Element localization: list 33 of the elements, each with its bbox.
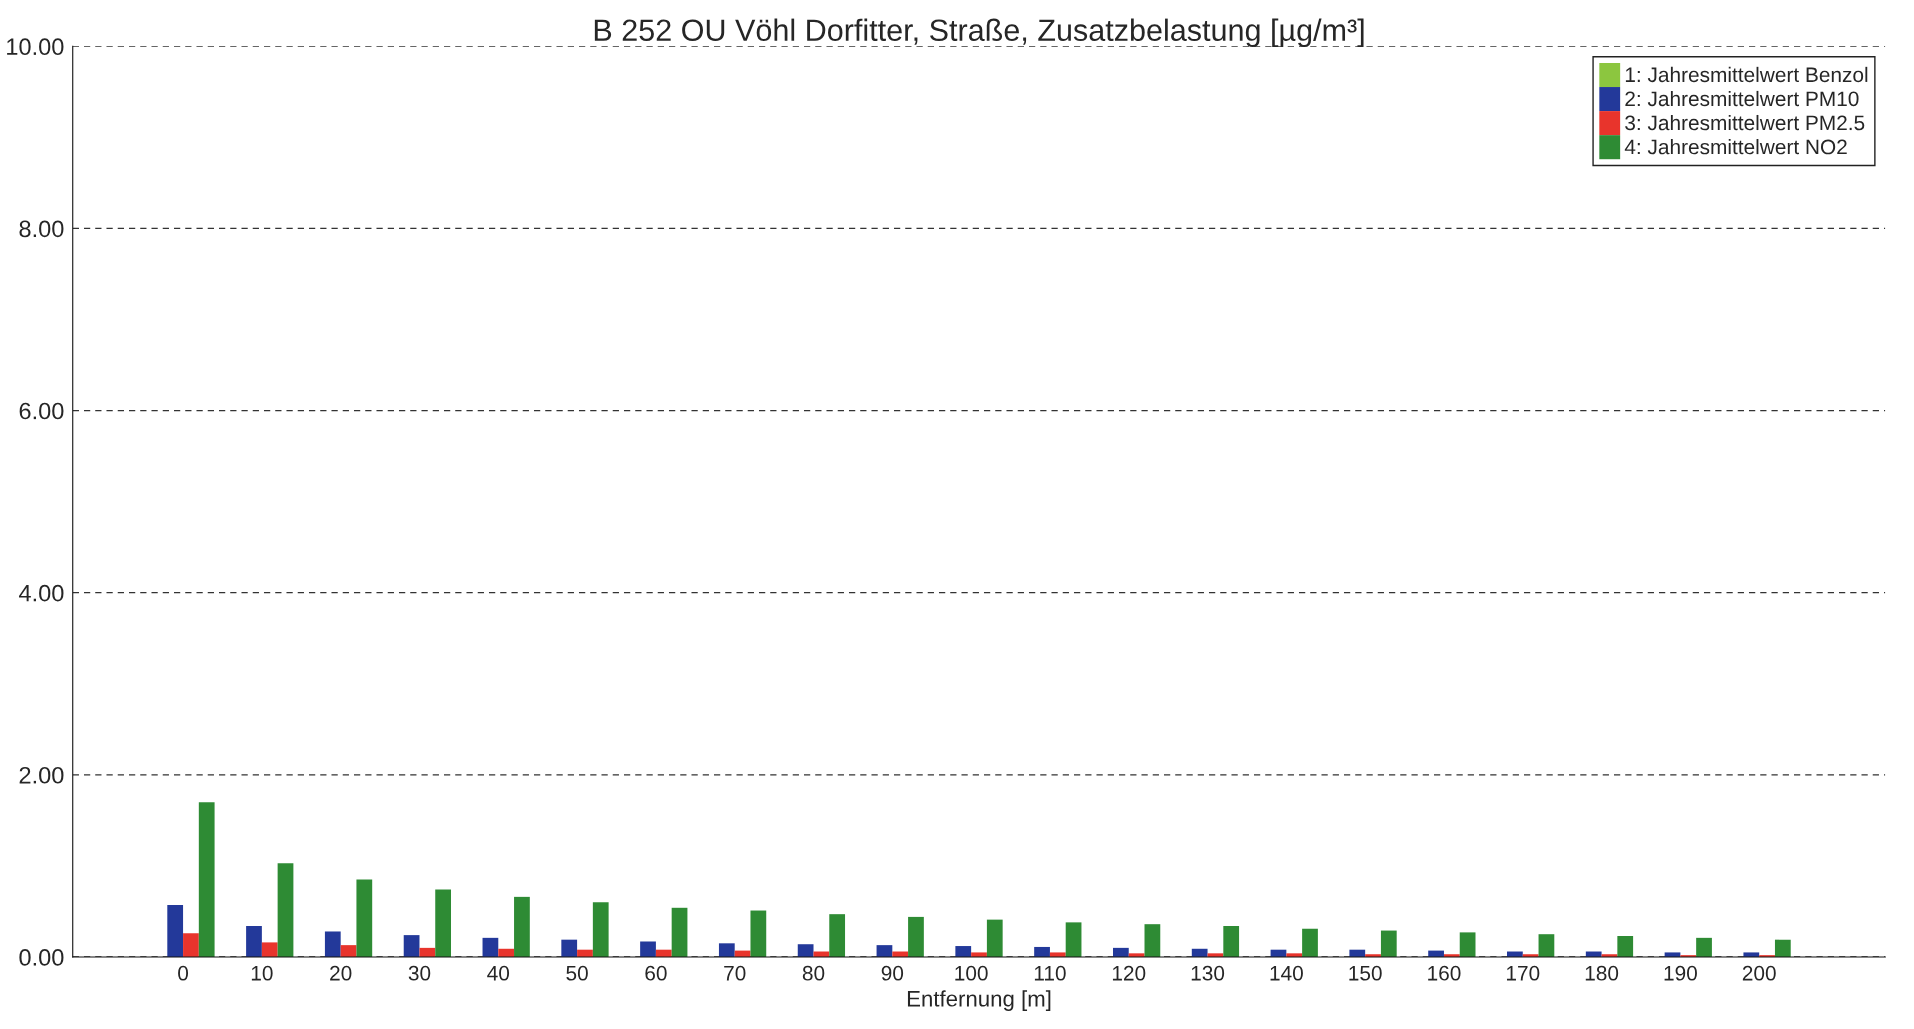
x-tick-label: 110 (1034, 965, 1066, 981)
x-tick-label: 160 (1428, 965, 1461, 981)
legend-label: 2: Jahresmittelwert PM10 (1625, 90, 1859, 107)
y-tick-label: 4.00 (18, 584, 64, 602)
x-tick-label: 80 (802, 965, 825, 981)
x-tick-label: 180 (1585, 965, 1619, 981)
x-tick-label: 70 (724, 965, 746, 981)
x-tick-label: 190 (1664, 965, 1697, 981)
x-axis-title: Entfernung [m] (907, 990, 1051, 1011)
x-tick-label: 90 (881, 965, 904, 981)
y-tick-label: 6.00 (19, 402, 64, 420)
legend-label: 1: Jahresmittelwert Benzol (1625, 66, 1868, 83)
x-tick-label: 170 (1506, 965, 1540, 981)
y-tick-label: 0.00 (19, 949, 64, 966)
y-tick-label: 2.00 (19, 766, 64, 784)
x-tick-label: 20 (330, 965, 352, 981)
x-tick-label: 120 (1112, 965, 1146, 981)
chart-title: B 252 OU Vöhl Dorfitter, Straße, Zusatzbelastung [µg/m³] (594, 18, 1364, 48)
legend-label: 3: Jahresmittelwert PM2.5 (1625, 114, 1865, 131)
y-tick-label: 8.00 (19, 220, 64, 238)
x-tick-label: 10 (251, 965, 273, 981)
x-tick-label: 140 (1270, 965, 1303, 981)
x-tick-label: 150 (1349, 965, 1382, 981)
y-tick-label: 10.00 (7, 38, 64, 56)
x-tick-label: 130 (1191, 965, 1225, 981)
x-tick-label: 40 (487, 965, 510, 981)
x-tick-label: 200 (1742, 965, 1776, 981)
x-tick-label: 30 (408, 965, 431, 981)
legend-label: 4: Jahresmittelwert NO2 (1624, 139, 1847, 155)
x-tick-label: 60 (645, 965, 667, 981)
x-tick-label: 0 (178, 965, 189, 981)
x-tick-label: 100 (955, 965, 988, 981)
x-tick-label: 50 (566, 965, 588, 981)
